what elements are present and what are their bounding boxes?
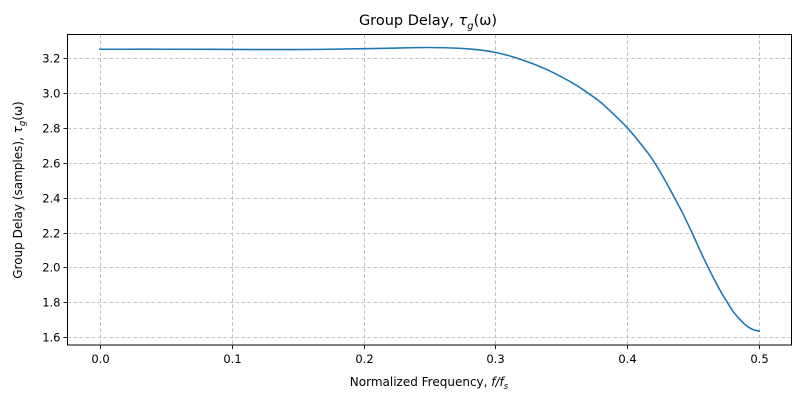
- x-tick-labels: 0.0 0.1 0.2 0.3 0.4 0.5: [91, 352, 768, 366]
- y-tick-label: 3.0: [42, 87, 60, 101]
- y-tick-labels: 1.6 1.8 2.0 2.2 2.4 2.6 2.8 3.0 3.2: [42, 52, 60, 345]
- y-tick-label: 2.0: [42, 261, 60, 275]
- grid-lines: [67, 34, 792, 345]
- y-tick-label: 1.6: [42, 331, 60, 345]
- chart-title: Group Delay, τg(ω): [359, 13, 497, 32]
- y-tick-label: 2.4: [42, 192, 60, 206]
- y-tick-label: 3.2: [42, 52, 60, 66]
- axis-ticks: [63, 58, 760, 349]
- x-axis-label: Normalized Frequency, f/fs: [350, 375, 509, 392]
- y-axis-label: Group Delay (samples), τg(ω): [11, 101, 28, 279]
- y-tick-label: 2.6: [42, 157, 60, 171]
- x-tick-label: 0.2: [355, 352, 373, 366]
- x-tick-label: 0.3: [486, 352, 504, 366]
- group-delay-line: [99, 46, 761, 333]
- x-tick-label: 0.5: [750, 352, 768, 366]
- x-tick-label: 0.1: [223, 352, 241, 366]
- y-tick-label: 2.8: [42, 122, 60, 136]
- y-tick-label: 2.2: [42, 227, 60, 241]
- x-tick-label: 0.4: [618, 352, 636, 366]
- x-tick-label: 0.0: [91, 352, 109, 366]
- y-tick-label: 1.8: [42, 296, 60, 310]
- plot-area-frame: [67, 34, 792, 346]
